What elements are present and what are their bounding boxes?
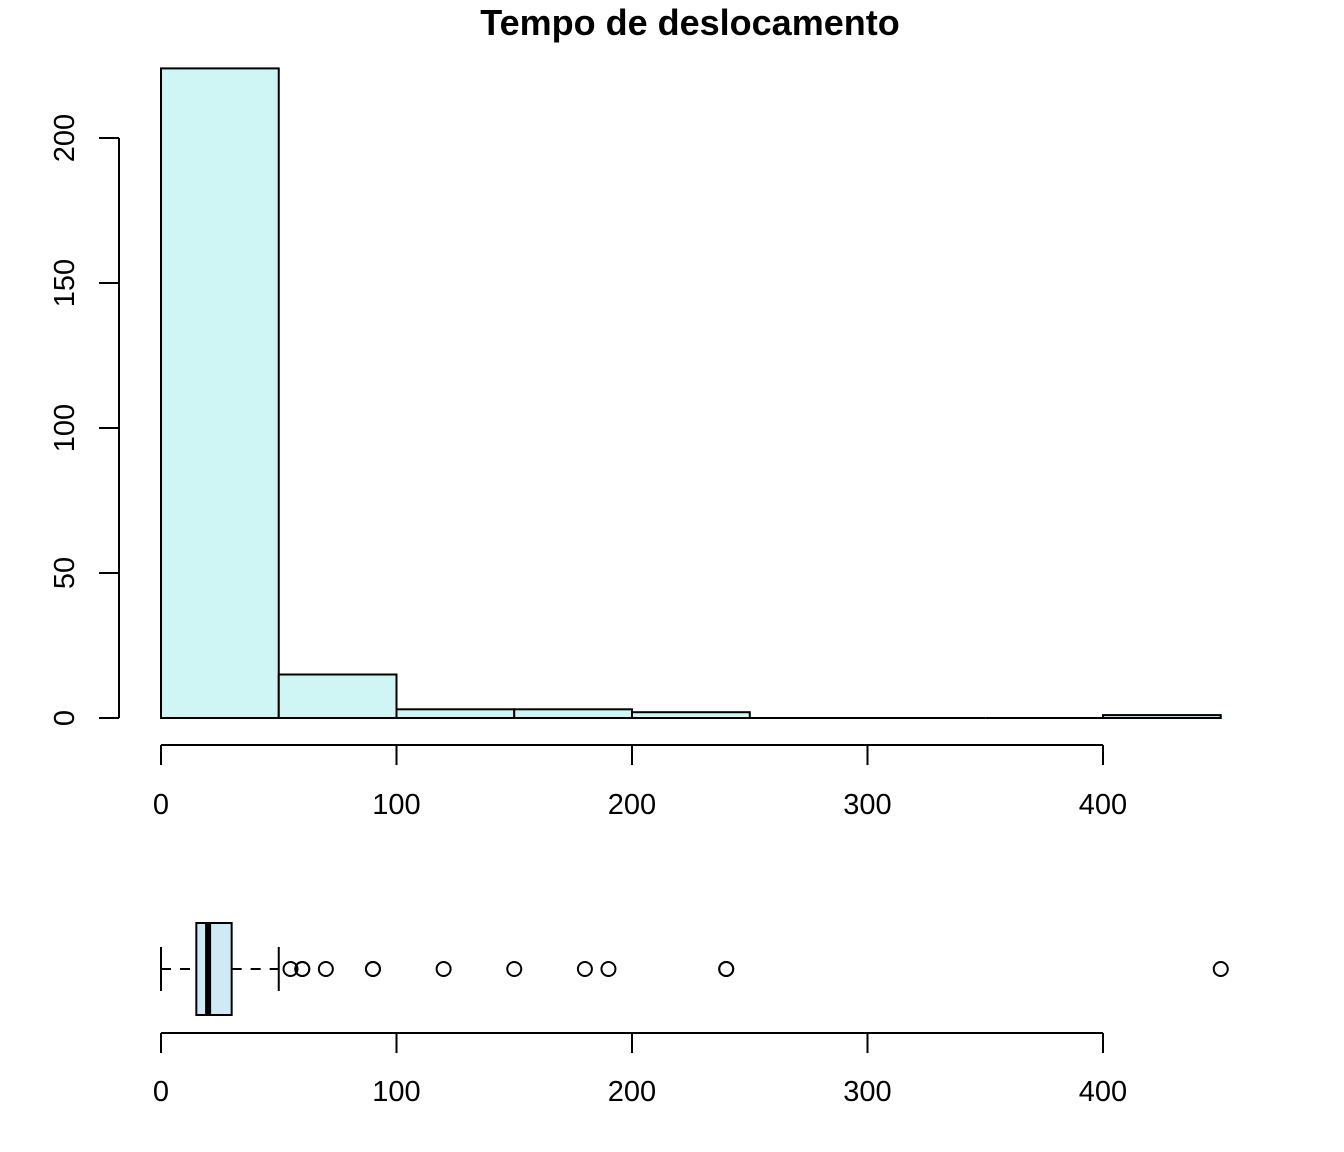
boxplot-x-tick-label: 200 (608, 1076, 656, 1108)
histogram-bar (277, 673, 398, 719)
boxplot-outlier-point (282, 961, 299, 977)
histogram-bar (1102, 714, 1222, 719)
boxplot-outlier-point (576, 961, 593, 977)
histogram-x-tick-label: 200 (608, 789, 656, 821)
y-tick-label: 200 (49, 114, 81, 162)
histogram-x-tick-label: 100 (372, 789, 420, 821)
boxplot-outlier-point (294, 961, 311, 977)
boxplot-outlier-point (317, 961, 334, 977)
boxplot-outlier-point (506, 961, 523, 977)
boxplot-outlier-point (435, 961, 452, 977)
histogram-bar (631, 711, 751, 720)
chart-title: Tempo de deslocamento (480, 2, 899, 43)
histogram-x-tick-label: 0 (153, 789, 169, 821)
boxplot-x-tick-label: 0 (153, 1076, 169, 1108)
boxplot-x-tick-label: 400 (1079, 1076, 1127, 1108)
boxplot-outlier-point (364, 961, 381, 977)
histogram-x-tick-label: 400 (1079, 789, 1127, 821)
boxplot-outlier-point (600, 961, 617, 977)
boxplot-x-tick-label: 100 (372, 1076, 420, 1108)
boxplot-outlier-point (1212, 961, 1229, 977)
histogram-bar (395, 708, 516, 719)
boxplot-box (195, 922, 233, 1016)
y-tick-label: 150 (49, 259, 81, 307)
y-tick-label: 100 (49, 404, 81, 452)
y-tick-label: 50 (49, 557, 81, 589)
histogram-x-tick-label: 300 (843, 789, 891, 821)
histogram-bar (160, 67, 280, 719)
histogram-bar (513, 708, 633, 719)
boxplot-outlier-point (718, 961, 735, 977)
boxplot-x-tick-label: 300 (843, 1076, 891, 1108)
y-tick-label: 0 (49, 710, 81, 726)
